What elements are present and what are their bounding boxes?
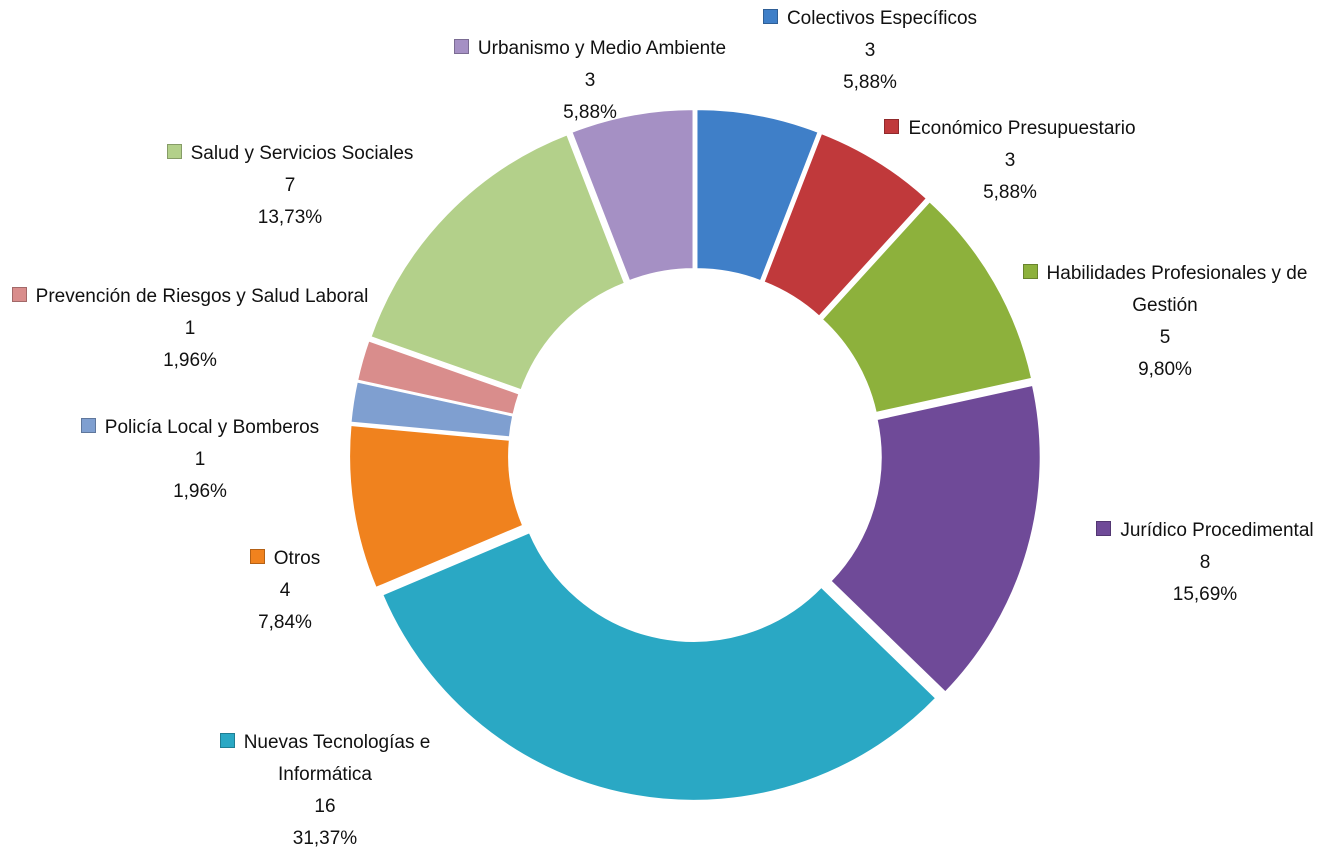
percentage-label: 13,73%	[257, 207, 323, 228]
percentage-label: 15,69%	[1172, 584, 1238, 605]
label-name-line: Nuevas Tecnologías e Informática	[175, 727, 475, 791]
data-label: Salud y Servicios Sociales 7 13,73%	[110, 138, 470, 234]
slice	[355, 339, 521, 416]
legend-marker	[80, 418, 96, 433]
category-name: Policía Local y Bomberos	[104, 417, 320, 438]
label-name-line: Colectivos Específicos	[720, 3, 1020, 35]
category-name: Jurídico Procedimental	[1120, 520, 1314, 541]
label-name-line: Prevención de Riesgos y Salud Laboral	[0, 281, 380, 313]
legend-marker	[249, 549, 265, 564]
slice-group	[380, 530, 938, 802]
legend-marker	[884, 119, 900, 134]
legend-marker	[219, 733, 235, 748]
label-name-line: Económico Presupuestario	[840, 113, 1180, 145]
slice	[820, 199, 1034, 415]
slice-group	[369, 132, 627, 392]
percentage-label: 5,88%	[843, 72, 897, 93]
data-label: Económico Presupuestario 3 5,88%	[840, 113, 1180, 209]
slice	[380, 530, 938, 802]
percentage-label: 1,96%	[163, 350, 217, 371]
legend-marker	[166, 144, 182, 159]
percentage-label: 7,84%	[258, 612, 312, 633]
data-label: Colectivos Específicos 3 5,88%	[720, 3, 1020, 99]
value-label: 1	[194, 449, 206, 470]
category-name: Prevención de Riesgos y Salud Laboral	[35, 286, 369, 307]
value-label: 8	[1199, 552, 1211, 573]
value-label: 3	[584, 70, 596, 91]
value-label: 3	[864, 40, 876, 61]
category-name: Económico Presupuestario	[908, 118, 1136, 139]
slice	[570, 108, 695, 283]
percentage-label: 31,37%	[292, 828, 358, 849]
category-name: Salud y Servicios Sociales	[190, 143, 414, 164]
data-label: Jurídico Procedimental 8 15,69%	[1055, 515, 1341, 611]
slice-group	[695, 108, 820, 283]
category-name: Habilidades Profesionales y de Gestión	[1046, 263, 1308, 316]
category-name: Otros	[273, 548, 321, 569]
legend-marker	[762, 9, 778, 24]
slice-group	[829, 383, 1042, 694]
data-label: Otros 4 7,84%	[185, 543, 385, 639]
percentage-label: 1,96%	[173, 481, 227, 502]
label-name-line: Policía Local y Bomberos	[40, 412, 360, 444]
slice-group	[355, 339, 521, 416]
value-label: 3	[1004, 150, 1016, 171]
value-label: 16	[314, 796, 336, 817]
slice-group	[820, 199, 1034, 415]
data-label: Prevención de Riesgos y Salud Laboral 1 1,…	[0, 281, 380, 377]
data-label: Habilidades Profesionales y de Gestión 5 9…	[995, 258, 1335, 386]
data-label: Urbanismo y Medio Ambiente 3 5,88%	[400, 33, 780, 129]
slice	[695, 108, 820, 283]
data-label: Policía Local y Bomberos 1 1,96%	[40, 412, 360, 508]
percentage-label: 5,88%	[563, 102, 617, 123]
label-name-line: Salud y Servicios Sociales	[110, 138, 470, 170]
category-name: Urbanismo y Medio Ambiente	[477, 38, 727, 59]
legend-marker	[11, 287, 27, 302]
slice	[369, 132, 627, 392]
data-label: Nuevas Tecnologías e Informática 16 31,37%	[175, 727, 475, 855]
percentage-label: 9,80%	[1138, 359, 1192, 380]
value-label: 4	[279, 580, 291, 601]
slice-group	[762, 131, 929, 319]
slice-group	[570, 108, 695, 283]
value-label: 1	[184, 318, 196, 339]
slice-group	[348, 423, 525, 590]
legend-marker	[1022, 264, 1038, 279]
percentage-label: 5,88%	[983, 182, 1037, 203]
category-name: Colectivos Específicos	[786, 8, 978, 29]
label-name-line: Jurídico Procedimental	[1055, 515, 1341, 547]
slice	[348, 423, 525, 590]
value-label: 7	[284, 175, 296, 196]
value-label: 5	[1159, 327, 1171, 348]
label-name-line: Habilidades Profesionales y de Gestión	[995, 258, 1335, 322]
legend-marker	[1096, 521, 1112, 536]
slice	[829, 383, 1042, 694]
slice	[762, 131, 929, 319]
label-name-line: Otros	[185, 543, 385, 575]
category-name: Nuevas Tecnologías e Informática	[243, 732, 431, 785]
label-name-line: Urbanismo y Medio Ambiente	[400, 33, 780, 65]
legend-marker	[453, 39, 469, 54]
